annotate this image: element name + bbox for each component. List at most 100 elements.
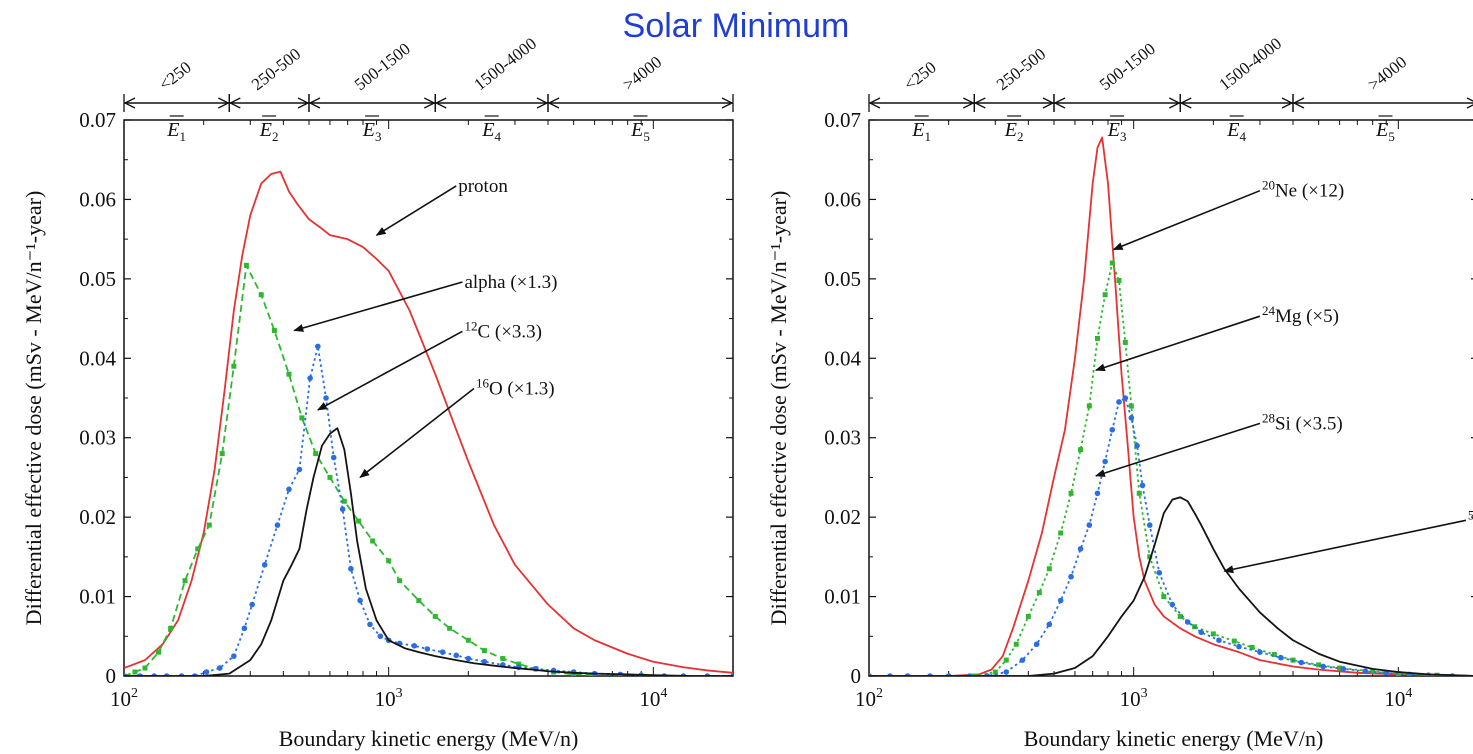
x-tick-label: 104 bbox=[1384, 686, 1412, 711]
annotation-arrow bbox=[375, 185, 457, 236]
data-point bbox=[1109, 260, 1115, 266]
data-point bbox=[1128, 403, 1134, 409]
series-2 bbox=[124, 343, 733, 676]
data-point bbox=[367, 621, 373, 628]
data-point bbox=[1122, 395, 1129, 401]
annotation-arrow bbox=[316, 330, 463, 411]
series-line bbox=[124, 427, 733, 676]
chart-right: 0 0.01 0.02 0.03 0.04 0.05 0.06 0.07 102 103 104 Bo… bbox=[766, 34, 1473, 751]
y-tick-label: 0.07 bbox=[79, 108, 116, 132]
series-0 bbox=[869, 136, 1473, 676]
data-point bbox=[1094, 490, 1101, 497]
data-point bbox=[168, 625, 174, 631]
bin-symbol: E1 bbox=[166, 119, 186, 144]
data-point bbox=[516, 661, 522, 667]
bin-arrow-left bbox=[1292, 97, 1305, 109]
bin-range-label: 250-500 bbox=[993, 44, 1049, 94]
bin-arrow-left bbox=[973, 97, 986, 109]
data-point bbox=[1086, 522, 1093, 528]
data-point bbox=[1036, 590, 1042, 596]
series-line bbox=[124, 345, 733, 676]
data-point bbox=[142, 665, 148, 671]
series-1 bbox=[869, 260, 1473, 676]
bin-arrow-left bbox=[1179, 97, 1192, 109]
series-label: 20Ne (×12) bbox=[1262, 177, 1344, 202]
data-point bbox=[219, 451, 225, 457]
data-point bbox=[315, 343, 321, 350]
y-tick-label: 0 bbox=[851, 664, 862, 688]
bin-symbol: E2 bbox=[1004, 119, 1024, 144]
bin-range-label: 500-1500 bbox=[351, 39, 414, 94]
bin-arrow-right bbox=[1168, 97, 1181, 109]
data-point bbox=[195, 546, 201, 552]
data-point bbox=[132, 669, 138, 675]
data-point bbox=[439, 649, 446, 655]
y-tick-label: 0.06 bbox=[79, 187, 116, 211]
data-point bbox=[1094, 335, 1100, 341]
data-point bbox=[299, 415, 305, 421]
y-tick-label: 0 bbox=[106, 664, 117, 688]
series-label: 56Fe (×2) bbox=[1468, 507, 1473, 532]
data-point bbox=[1077, 546, 1084, 552]
data-point bbox=[1057, 597, 1064, 604]
data-point bbox=[1147, 554, 1153, 560]
data-point bbox=[971, 673, 977, 676]
data-point bbox=[1184, 619, 1191, 625]
y-tick-label: 0.06 bbox=[824, 187, 861, 211]
data-point bbox=[1046, 621, 1053, 628]
data-point bbox=[307, 375, 313, 381]
plot-frame bbox=[868, 119, 1473, 677]
data-point bbox=[416, 598, 422, 604]
data-point bbox=[1161, 594, 1167, 600]
bin-symbol: E4 bbox=[481, 119, 501, 144]
bin-symbol: E5 bbox=[630, 119, 650, 144]
series-line bbox=[869, 262, 1473, 676]
data-point bbox=[481, 648, 487, 654]
bin-symbol: E5 bbox=[1375, 119, 1395, 144]
bin-arrow-left bbox=[434, 97, 447, 109]
x-axis-label: Boundary kinetic energy (MeV/n) bbox=[1024, 726, 1324, 751]
data-point bbox=[1046, 566, 1052, 572]
series-label: 24Mg (×5) bbox=[1262, 303, 1339, 328]
bin-symbol: E2 bbox=[259, 119, 279, 144]
data-point bbox=[1013, 641, 1019, 647]
series-line bbox=[869, 136, 1473, 676]
data-point bbox=[348, 565, 354, 572]
data-point bbox=[243, 262, 249, 268]
data-point bbox=[339, 506, 346, 512]
bin-symbol: E3 bbox=[1107, 119, 1127, 144]
data-point bbox=[296, 466, 303, 473]
series-label: 16O (×1.3) bbox=[476, 375, 555, 400]
data-point bbox=[274, 522, 281, 528]
data-point bbox=[1231, 638, 1237, 644]
data-point bbox=[397, 578, 403, 584]
data-point bbox=[1122, 339, 1128, 345]
data-point bbox=[1249, 644, 1255, 650]
data-point bbox=[1177, 613, 1183, 619]
series-3 bbox=[124, 427, 733, 676]
data-point bbox=[992, 669, 998, 675]
data-point bbox=[1019, 657, 1026, 663]
y-tick-label: 0.03 bbox=[79, 426, 116, 450]
y-tick-label: 0.01 bbox=[824, 585, 861, 609]
bin-arrow-left bbox=[547, 97, 560, 109]
bin-range-label: <250 bbox=[155, 58, 194, 95]
data-point bbox=[249, 601, 255, 608]
data-point bbox=[357, 597, 363, 604]
data-point bbox=[1316, 662, 1322, 668]
data-point bbox=[447, 625, 453, 631]
data-point bbox=[1086, 403, 1092, 409]
data-point bbox=[1128, 415, 1135, 421]
data-point bbox=[1169, 601, 1176, 608]
x-tick-label: 103 bbox=[375, 686, 403, 711]
bin-arrow-left bbox=[308, 97, 321, 109]
data-point bbox=[1102, 292, 1108, 298]
y-tick-label: 0.02 bbox=[824, 505, 861, 529]
bin-arrow-left bbox=[868, 97, 881, 109]
data-point bbox=[377, 633, 384, 640]
series-3 bbox=[869, 496, 1473, 676]
bin-arrow-right bbox=[218, 97, 230, 109]
y-tick-label: 0.01 bbox=[79, 585, 116, 609]
y-tick-label: 0.07 bbox=[824, 108, 861, 132]
